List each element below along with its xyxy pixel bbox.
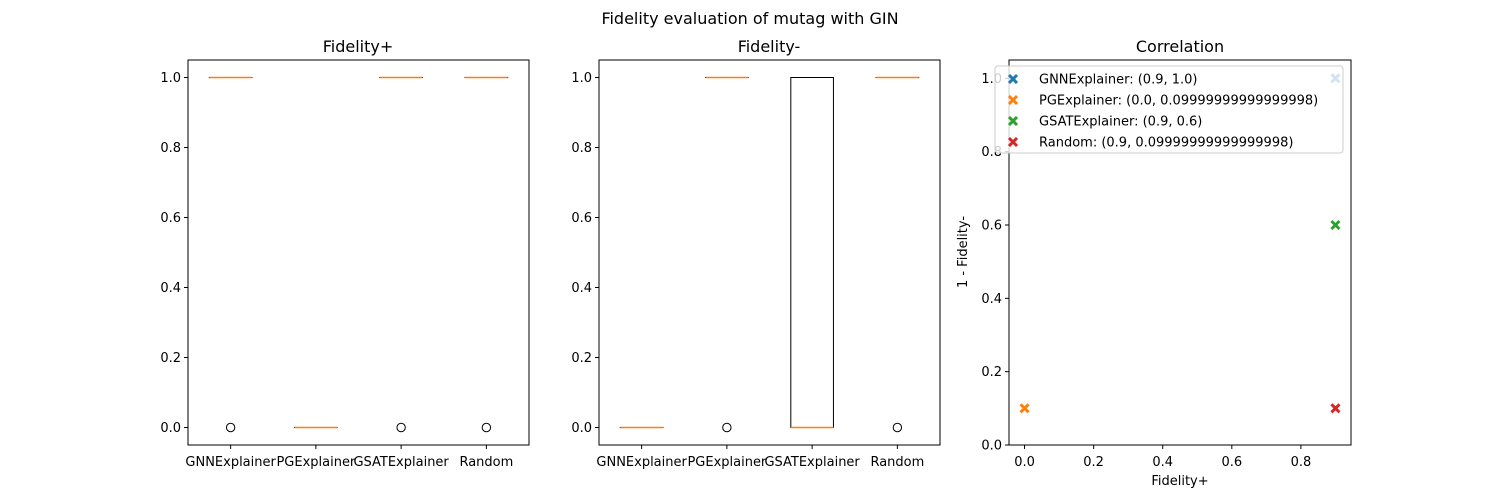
fidelity-minus-panel: Fidelity- GNNExplainer PGExplainerGSATExp… (571, 37, 941, 470)
correlation-panel: Correlation 0.0 0.2 0.4 0.6 0.8 0.0 0.2 0.4 0.6… (956, 37, 1352, 489)
legend: GNNExplainer: (0.9, 1.0) PGExplainer: (0.… (994, 65, 1344, 154)
outlier-point (225, 422, 236, 433)
x-tick-label: PGExplainer (687, 455, 766, 470)
y-axis-ticks: 0.0 0.2 0.4 0.6 0.8 1.0 (160, 71, 188, 436)
x-tick-label: 0.6 (1221, 455, 1242, 470)
y-tick-label: 0.2 (160, 351, 181, 366)
scatter-point-gsatexplainer (1330, 219, 1341, 231)
fidelity-plus-panel: Fidelity+ GNNExplainer PGExplainerGSATExp… (160, 37, 530, 470)
plot-area (1008, 59, 1352, 446)
y-tick-label: 0.6 (981, 219, 1002, 234)
box-random (464, 76, 509, 433)
y-tick-label: 0.0 (571, 421, 592, 436)
outlier-point (396, 422, 406, 433)
x-tick-label: 0.4 (1152, 455, 1173, 470)
y-tick-label: 0.6 (571, 211, 592, 226)
box-plot-marks (208, 76, 509, 433)
outlier-point (892, 422, 903, 433)
legend-label: PGExplainer: (0.0, 0.09999999999999998) (1039, 94, 1318, 109)
box-pgexplainer (705, 76, 749, 433)
panel-title: Fidelity- (738, 37, 801, 56)
y-tick-label: 1.0 (571, 71, 592, 86)
x-tick-label: GNNExplainer (596, 455, 687, 470)
legend-label: GSATExplainer: (0.9, 0.6) (1039, 115, 1202, 130)
box-gsatexplainer (379, 76, 423, 433)
scatter-point-pgexplainer (1019, 403, 1030, 414)
y-tick-label: 0.6 (160, 211, 181, 226)
y-tick-label: 0.2 (571, 351, 592, 366)
x-tick-label: GSATExplainer (353, 455, 449, 470)
y-axis-ticks: 0.0 0.2 0.4 0.6 0.8 1.0 (571, 71, 599, 436)
y-tick-label: 0.8 (160, 141, 181, 156)
figure-suptitle: Fidelity evaluation of mutag with GIN (601, 9, 898, 28)
x-axis-label: Fidelity+ (1151, 474, 1208, 489)
outlier-point (722, 422, 732, 433)
x-tick-label: 0.8 (1291, 455, 1312, 470)
y-axis-label: 1 - Fidelity- (956, 216, 971, 288)
x-axis-ticks: 0.0 0.2 0.4 0.6 0.8 (1014, 445, 1311, 470)
x-tick-label: Random (459, 455, 513, 470)
y-tick-label: 0.8 (571, 141, 592, 156)
y-tick-label: 0.0 (160, 421, 181, 436)
y-tick-label: 0.4 (981, 292, 1002, 307)
legend-box (994, 65, 1344, 154)
plot-area (187, 59, 530, 446)
y-tick-label: 0.2 (981, 365, 1002, 380)
x-tick-label: PGExplainer (276, 455, 355, 470)
legend-label: GNNExplainer: (0.9, 1.0) (1039, 73, 1198, 88)
legend-marker-gsatexplainer (1007, 115, 1019, 127)
y-tick-label: 0.0 (981, 439, 1002, 454)
scatter-point-random (1330, 403, 1341, 414)
box-random (875, 76, 920, 433)
plot-area (598, 59, 941, 446)
box-plot-marks (619, 76, 920, 433)
x-tick-label: GNNExplainer (185, 455, 276, 470)
legend-marker-gnnexplainer (1007, 73, 1019, 85)
legend-marker-random (1007, 136, 1019, 148)
box-gsatexplainer (790, 77, 834, 429)
outlier-point (481, 422, 492, 433)
panel-title: Correlation (1136, 37, 1224, 56)
y-tick-label: 1.0 (160, 71, 181, 86)
x-tick-label: 0.0 (1014, 455, 1035, 470)
y-tick-label: 0.4 (160, 281, 181, 296)
legend-label: Random: (0.9, 0.09999999999999998) (1039, 136, 1293, 151)
x-tick-label: 0.2 (1083, 455, 1104, 470)
legend-marker-pgexplainer (1007, 94, 1019, 106)
box-gnnexplainer (208, 76, 253, 433)
panel-title: Fidelity+ (323, 37, 394, 56)
y-tick-label: 0.4 (571, 281, 592, 296)
x-tick-label: GSATExplainer (764, 455, 860, 470)
x-tick-label: Random (870, 455, 924, 470)
